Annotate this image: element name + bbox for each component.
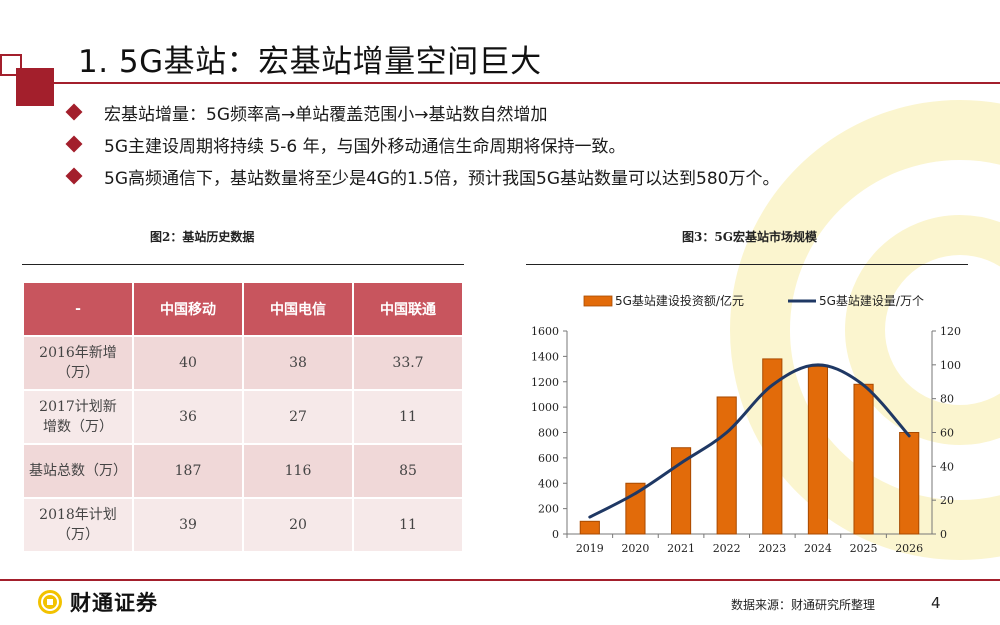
x-tick-label: 2025 (850, 542, 878, 555)
x-tick-label: 2024 (804, 542, 832, 555)
y-left-tick-label: 400 (538, 477, 559, 490)
table-header-row: - 中国移动 中国电信 中国联通 (22, 281, 464, 337)
bullet-item: 宏基站增量：5G频率高→单站覆盖范围小→基站数自然增加 (62, 96, 779, 128)
y-left-tick-label: 1400 (531, 350, 559, 363)
bullet-text: 5G高频通信下，基站数量将至少是4G的1.5倍，预计我国5G基站数量可以达到58… (104, 168, 780, 189)
table-row-label: 2017计划新增数（万） (22, 389, 134, 445)
table-row: 2018年计划（万） 39 20 11 (22, 497, 464, 553)
table-row: 2016年新增（万） 40 38 33.7 (22, 335, 464, 391)
table-row-label: 基站总数（万） (22, 443, 134, 499)
table-cell: 187 (132, 443, 244, 499)
diamond-bullet-icon (65, 103, 83, 121)
bullet-text: 5G主建设周期将持续 5-6 年，与国外移动通信生命周期将保持一致。 (104, 136, 626, 157)
legend-line-label: 5G基站建设量/万个 (819, 294, 924, 308)
figure-right-caption: 图3：5G宏基站市场规模 (682, 230, 817, 244)
y-right-tick-label: 80 (940, 393, 954, 406)
chart-bar (716, 396, 737, 535)
y-left-tick-label: 200 (538, 503, 559, 516)
table-cell: 20 (242, 497, 354, 553)
history-table: - 中国移动 中国电信 中国联通 2016年新增（万） 40 38 33.7 2… (22, 281, 464, 553)
chart-bar (762, 358, 783, 535)
y-left-tick-label: 0 (552, 528, 559, 541)
legend-bar-label: 5G基站建设投资额/亿元 (615, 293, 744, 308)
x-tick-label: 2020 (621, 542, 649, 555)
table-header-cell: 中国电信 (242, 281, 354, 337)
table-cell: 33.7 (352, 335, 464, 391)
chart-bar (899, 432, 920, 535)
y-right-tick-label: 20 (940, 494, 954, 507)
figure-right-rule (526, 264, 968, 265)
figure-left-caption: 图2：基站历史数据 (150, 230, 255, 244)
x-tick-label: 2022 (713, 542, 741, 555)
bullet-text: 宏基站增量：5G频率高→单站覆盖范围小→基站数自然增加 (104, 104, 548, 125)
bullet-list: 宏基站增量：5G频率高→单站覆盖范围小→基站数自然增加 5G主建设周期将持续 5… (62, 96, 779, 192)
table-cell: 116 (242, 443, 354, 499)
chart-bar (579, 520, 600, 535)
legend-bar-swatch (583, 295, 613, 307)
diamond-bullet-icon (65, 167, 83, 185)
figure-left-rule (22, 264, 464, 265)
y-right-tick-label: 60 (940, 427, 954, 440)
x-tick-label: 2026 (895, 542, 923, 555)
y-right-tick-label: 100 (940, 359, 961, 372)
table-cell: 39 (132, 497, 244, 553)
data-source: 数据来源：财通研究所整理 (731, 598, 876, 612)
x-tick-label: 2023 (758, 542, 786, 555)
table-row: 基站总数（万） 187 116 85 (22, 443, 464, 499)
table-cell: 40 (132, 335, 244, 391)
y-left-tick-label: 1600 (531, 325, 559, 338)
page-title: 1. 5G基站：宏基站增量空间巨大 (78, 44, 542, 80)
chart-bar (670, 447, 692, 535)
company-logo: 财通证券 (36, 587, 158, 617)
table-cell: 85 (352, 443, 464, 499)
y-left-tick-label: 800 (538, 427, 559, 440)
y-right-tick-label: 120 (940, 325, 961, 338)
y-left-tick-label: 1200 (531, 376, 559, 389)
title-divider (40, 82, 1000, 84)
table-cell: 11 (352, 497, 464, 553)
coin-logo-icon (38, 590, 62, 614)
title-decoration-block (16, 68, 54, 106)
y-left-tick-label: 600 (538, 452, 559, 465)
bullet-item: 5G主建设周期将持续 5-6 年，与国外移动通信生命周期将保持一致。 (62, 128, 779, 160)
logo-text: 财通证券 (70, 591, 158, 615)
table-cell: 11 (352, 389, 464, 445)
y-left-tick-label: 1000 (531, 401, 559, 414)
table-header-cell: 中国联通 (352, 281, 464, 337)
x-tick-label: 2021 (667, 542, 695, 555)
page-number: 4 (931, 594, 941, 612)
table-row: 2017计划新增数（万） 36 27 11 (22, 389, 464, 445)
x-tick-label: 2019 (576, 542, 604, 555)
table-row-label: 2016年新增（万） (22, 335, 134, 391)
footer-divider (0, 579, 1000, 581)
y-right-tick-label: 0 (940, 528, 947, 541)
bullet-item: 5G高频通信下，基站数量将至少是4G的1.5倍，预计我国5G基站数量可以达到58… (62, 160, 779, 192)
chart-bar (853, 383, 874, 535)
table-row-label: 2018年计划（万） (22, 497, 134, 553)
y-right-tick-label: 40 (940, 460, 954, 473)
table-header-cell: - (22, 281, 134, 337)
table-cell: 27 (242, 389, 354, 445)
chart-bar (807, 366, 829, 535)
diamond-bullet-icon (65, 135, 83, 153)
table-cell: 38 (242, 335, 354, 391)
table-header-cell: 中国移动 (132, 281, 244, 337)
table-cell: 36 (132, 389, 244, 445)
market-size-chart: 5G基站建设投资额/亿元 5G基站建设量/万个020040060080010001… (531, 293, 961, 555)
